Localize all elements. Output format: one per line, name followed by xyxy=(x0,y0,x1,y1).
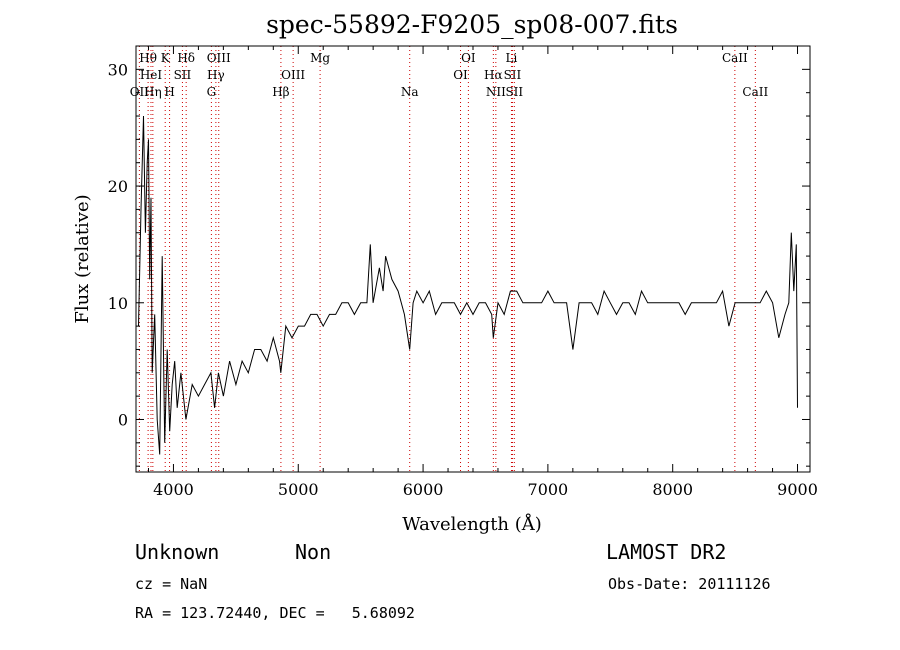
axes: 4000 5000 6000 7000 8000 9000 0 10 20 30 xyxy=(108,45,818,499)
line-marker-label: Hβ xyxy=(272,85,289,99)
line-marker-label: SII xyxy=(504,68,522,82)
line-marker-label: SII xyxy=(174,68,192,82)
class-label: Unknown xyxy=(135,540,220,564)
redshift-label: cz = NaN xyxy=(135,575,208,593)
x-tick-label: 4000 xyxy=(153,480,194,499)
x-tick-label: 6000 xyxy=(403,480,444,499)
x-tick-label: 7000 xyxy=(528,480,569,499)
chart-title: spec-55892-F9205_sp08-007.fits xyxy=(266,10,678,39)
survey-label: LAMOST DR2 xyxy=(606,540,727,564)
line-marker-label: OII xyxy=(130,85,150,99)
line-marker-label: Hγ xyxy=(207,68,225,82)
coordinates-label: RA = 123.72440, DEC = 5.68092 xyxy=(135,604,415,622)
line-marker-label: Na xyxy=(401,85,419,99)
line-marker-label: CaII xyxy=(742,85,768,99)
line-marker-label: OIII xyxy=(281,68,305,82)
line-marker-label: Hη xyxy=(144,85,162,99)
y-axis-label: Flux (relative) xyxy=(72,194,93,323)
x-axis-label: Wavelength (Å) xyxy=(402,513,542,535)
spectrum-series xyxy=(138,115,798,455)
line-marker-label: K xyxy=(161,51,171,65)
x-tick-label: 5000 xyxy=(278,480,319,499)
line-marker-label: Hδ xyxy=(177,51,195,65)
subclass-label: Non xyxy=(295,540,332,564)
y-tick-label: 10 xyxy=(108,294,128,313)
line-marker-label: CaII xyxy=(722,51,748,65)
line-marker-label: OIII xyxy=(207,51,231,65)
line-marker-label: Hα xyxy=(484,68,503,82)
plot-frame xyxy=(135,45,811,473)
line-marker-label: HeI xyxy=(140,68,163,82)
x-tick-label: 9000 xyxy=(777,480,818,499)
line-marker-label: Hθ xyxy=(139,51,157,65)
line-marker-label: Li xyxy=(506,51,518,65)
x-tick-label: 8000 xyxy=(652,480,693,499)
y-tick-label: 20 xyxy=(108,177,128,196)
line-marker-label: OI xyxy=(453,68,468,82)
line-marker-label: NII xyxy=(486,85,506,99)
line-marker-label: OI xyxy=(461,51,476,65)
line-marker-label: Mg xyxy=(310,51,330,65)
line-marker-label: G xyxy=(207,85,217,99)
obs-date-label: Obs-Date: 20111126 xyxy=(608,575,771,593)
y-tick-label: 30 xyxy=(108,60,128,79)
y-tick-label: 0 xyxy=(118,410,128,429)
spectrum-line xyxy=(138,115,798,455)
line-marker-label: SII xyxy=(505,85,523,99)
line-marker-label: H xyxy=(164,85,174,99)
